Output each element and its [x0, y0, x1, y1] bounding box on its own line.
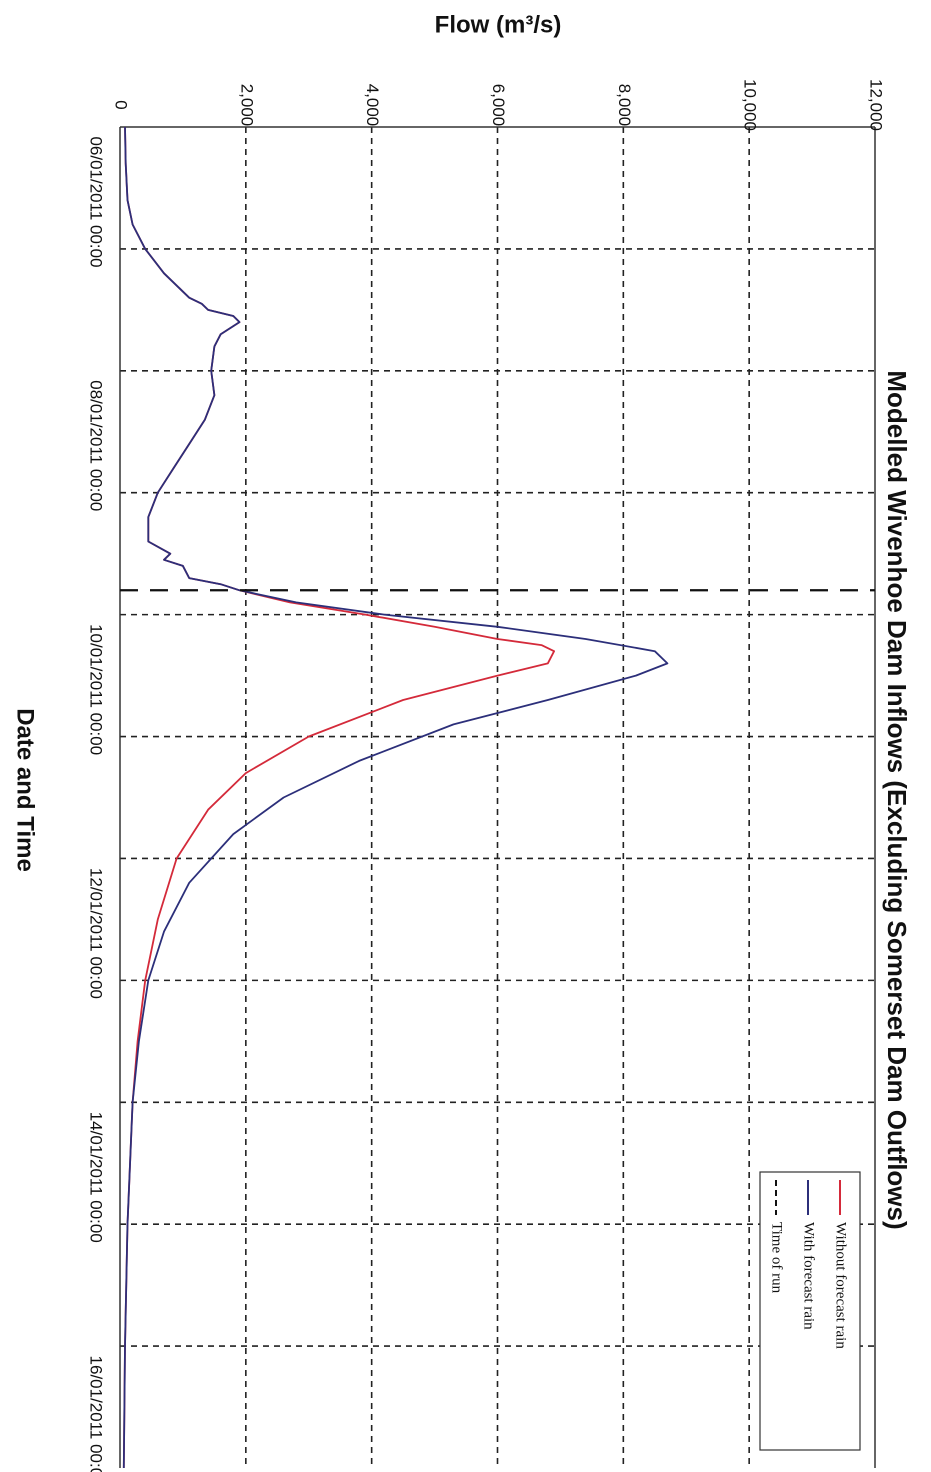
- y-tick-label: 6,000: [489, 84, 508, 127]
- legend-box: [759, 1171, 861, 1451]
- y-tick-label: 4,000: [363, 84, 382, 127]
- legend-label: Without forecast rain: [833, 1222, 849, 1349]
- x-tick-label: 14/01/2011 00:00: [87, 1112, 106, 1243]
- legend-label: With forecast rain: [801, 1222, 817, 1330]
- x-tick-label: 10/01/2011 00:00: [87, 624, 106, 755]
- y-tick-label: 10,000: [741, 79, 760, 131]
- series-lines: [120, 126, 875, 1469]
- grid-lines: [120, 127, 875, 1468]
- x-tick-label: 06/01/2011 00:00: [87, 136, 106, 267]
- x-tick-label: 16/01/2011 00:00: [87, 1356, 106, 1472]
- chart-title: Modelled Wivenhoe Dam Inflows (Excluding…: [882, 370, 912, 1229]
- x-tick-label: 12/01/2011 00:00: [87, 868, 106, 999]
- plot-frame: [119, 126, 876, 1468]
- series-line-without-forecast-rain: [122, 126, 555, 1469]
- legend-label: Time of run: [769, 1222, 785, 1294]
- y-tick-label: 8,000: [615, 84, 634, 127]
- y-tick-label: 0: [112, 100, 131, 109]
- tick-labels: 0 2,000 4,000 6,000 8,000 10,000 12,000 06/01/2…: [87, 79, 886, 1472]
- chart-legend: Without forecast rain With forecast rain T…: [759, 1171, 861, 1451]
- y-tick-label: 12,000: [867, 79, 886, 131]
- x-axis-title: Date and Time: [12, 708, 39, 872]
- x-tick-label: 08/01/2011 00:00: [87, 380, 106, 511]
- y-tick-label: 2,000: [237, 84, 256, 127]
- y-axis-title: Flow (m³/s): [435, 11, 562, 38]
- series-line-with-forecast-rain: [122, 126, 669, 1469]
